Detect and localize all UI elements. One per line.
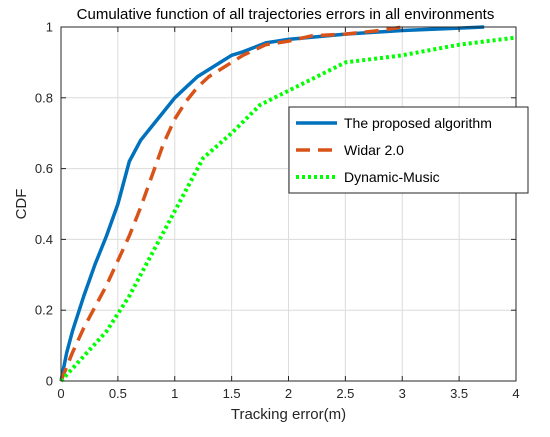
chart-title: Cumulative function of all trajectories … <box>77 6 495 23</box>
series-line-3 <box>59 35 517 383</box>
y-tick-label: 0.6 <box>35 161 53 176</box>
y-tick-label: 0.8 <box>35 90 53 105</box>
series-line-2 <box>59 25 403 382</box>
legend-label-3: Dynamic-Music <box>344 169 440 185</box>
x-tick-label: 3 <box>399 386 406 401</box>
x-tick-label: 0 <box>57 386 64 401</box>
legend-label-1: The proposed algorithm <box>344 115 492 131</box>
y-tick-label: 0 <box>46 374 53 389</box>
x-axis-label: Tracking error(m) <box>231 406 346 423</box>
legend: The proposed algorithm Widar 2.0 Dynamic-M… <box>288 106 529 194</box>
x-tick-label: 2 <box>285 386 292 401</box>
series-line-1 <box>59 25 485 382</box>
grid <box>61 27 516 381</box>
x-tick-label: 1 <box>171 386 178 401</box>
y-axis-label: CDF <box>13 189 30 220</box>
x-tick-label: 1.5 <box>223 386 241 401</box>
ticks: 0 0.5 1 1.5 2 2.5 3 3.5 4 0 0.2 0.4 0.6 0.8 1 <box>35 20 520 402</box>
series-group <box>59 25 517 383</box>
legend-label-2: Widar 2.0 <box>344 142 404 158</box>
x-tick-label: 0.5 <box>109 386 127 401</box>
x-tick-label: 3.5 <box>450 386 468 401</box>
y-tick-label: 0.4 <box>35 232 53 247</box>
x-tick-label: 2.5 <box>336 386 354 401</box>
y-tick-label: 0.2 <box>35 303 53 318</box>
y-tick-label: 1 <box>46 20 53 35</box>
x-tick-label: 4 <box>512 386 519 401</box>
